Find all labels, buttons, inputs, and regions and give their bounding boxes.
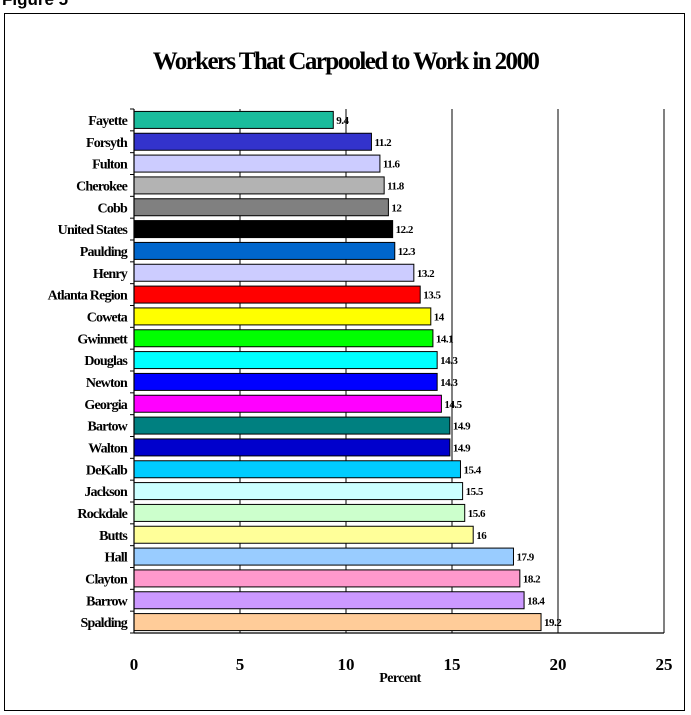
value-label-bartow: 14.9 [453,421,471,433]
category-label-clayton: Clayton [85,572,128,587]
bar-atlanta-region [133,285,421,304]
category-label-douglas: Douglas [84,354,128,369]
bar-gwinnett [133,329,434,348]
category-label-georgia: Georgia [84,398,127,413]
x-tick-label-10: 10 [338,655,355,674]
value-label-hall: 17.9 [516,552,534,564]
chart-title: Workers That Carpooled to Work in 2000 [152,48,540,75]
value-label-united-states: 12.2 [396,224,414,236]
value-label-spalding: 19.2 [544,617,562,629]
category-label-bartow: Bartow [87,420,128,435]
value-label-walton: 14.9 [453,442,471,454]
value-label-paulding: 12.3 [398,246,416,258]
category-label-gwinnett: Gwinnett [77,332,128,347]
bar-clayton [133,569,521,588]
value-label-douglas: 14.3 [440,355,458,367]
value-label-jackson: 15.5 [466,486,484,498]
gridlines [239,109,665,633]
bar-cobb [133,198,389,217]
bar-douglas [133,351,438,370]
category-label-hall: Hall [105,551,128,566]
x-tick-label-0: 0 [130,655,139,674]
category-label-henry: Henry [93,267,128,282]
category-label-united-states: United States [58,223,129,238]
bar-coweta [133,307,432,326]
value-label-gwinnett: 14.1 [436,333,453,345]
x-axis-label: Percent [379,671,421,686]
value-label-fayette: 9.4 [336,115,349,127]
bar-newton [133,372,438,391]
value-label-atlanta-region: 13.5 [423,290,441,302]
bar-rockdale [133,503,466,522]
x-tick-label-15: 15 [444,655,461,674]
axes [130,108,664,634]
category-label-butts: Butts [99,529,128,544]
labels: Fayette 9.4 Forsyth 11.2 Fulton 11.6 Cherokee 1… [48,114,673,686]
x-tick-label-20: 20 [550,655,567,674]
category-label-atlanta-region: Atlanta Region [48,289,128,304]
bar-barrow [133,591,525,610]
bar-dekalb [133,460,461,479]
bar-georgia [133,394,442,413]
value-label-henry: 13.2 [417,268,435,280]
category-label-rockdale: Rockdale [77,507,127,522]
bar-spalding [133,613,542,632]
bar-fulton [133,154,381,173]
category-label-newton: Newton [86,376,128,391]
bars [133,110,542,632]
category-label-jackson: Jackson [84,485,128,500]
value-label-newton: 14.3 [440,377,458,389]
category-label-forsyth: Forsyth [86,136,128,151]
category-label-paulding: Paulding [80,245,128,260]
bar-hall [133,547,514,566]
bar-cherokee [133,176,385,195]
category-label-spalding: Spalding [80,616,127,631]
value-label-georgia: 14.5 [444,399,462,411]
category-label-walton: Walton [88,441,128,456]
bar-fayette [133,110,334,129]
value-label-rockdale: 15.6 [468,508,486,520]
value-label-butts: 16 [476,530,487,542]
value-label-clayton: 18.2 [523,573,541,585]
value-label-dekalb: 15.4 [463,464,481,476]
bar-bartow [133,416,451,435]
value-label-coweta: 14 [434,311,445,323]
value-label-barrow: 18.4 [527,595,545,607]
bar-forsyth [133,132,372,151]
bar-paulding [133,241,396,260]
category-label-dekalb: DeKalb [86,463,128,478]
category-label-cobb: Cobb [98,201,128,216]
figure-label: Figure 5 [2,0,68,8]
bar-united-states [133,220,394,239]
value-label-forsyth: 11.2 [374,137,392,149]
chart-frame [4,13,685,711]
x-tick-label-25: 25 [656,655,673,674]
category-label-fulton: Fulton [92,158,128,173]
value-label-cobb: 12 [391,202,402,214]
bar-henry [133,263,415,282]
value-label-cherokee: 11.8 [387,180,405,192]
bar-butts [133,525,474,544]
category-label-cherokee: Cherokee [76,179,127,194]
bar-jackson [133,482,464,501]
value-label-fulton: 11.6 [383,159,401,171]
category-label-coweta: Coweta [87,310,128,325]
category-label-barrow: Barrow [86,594,129,609]
x-tick-label-5: 5 [236,655,245,674]
category-label-fayette: Fayette [88,114,127,129]
bar-walton [133,438,451,457]
